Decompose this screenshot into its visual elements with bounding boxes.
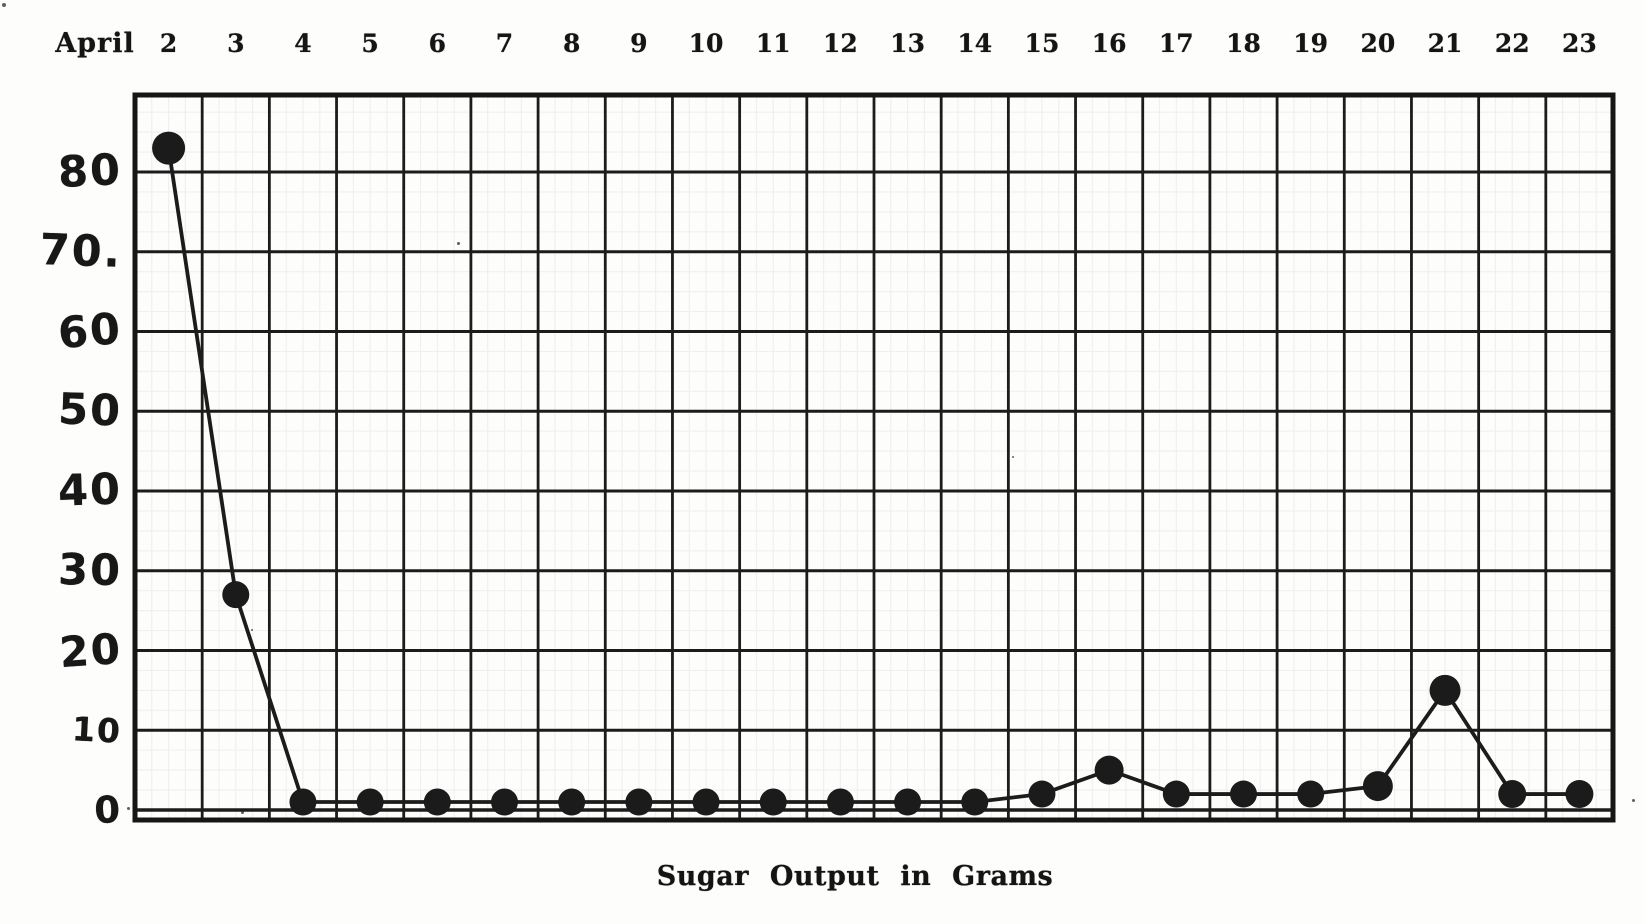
x-tick-label: 18 bbox=[1226, 29, 1261, 58]
x-tick-label: 11 bbox=[755, 29, 791, 58]
data-point-marker bbox=[826, 788, 854, 816]
data-point-marker bbox=[1498, 780, 1527, 809]
x-tick-label: 17 bbox=[1158, 29, 1194, 58]
x-tick-label: 4 bbox=[294, 29, 312, 58]
scan-speck bbox=[126, 806, 130, 810]
data-point-marker bbox=[1094, 755, 1124, 785]
data-point-marker bbox=[423, 788, 451, 816]
x-tick-label: 3 bbox=[227, 29, 245, 58]
x-tick-label: 7 bbox=[495, 29, 514, 58]
data-point-marker bbox=[1230, 780, 1257, 808]
data-point-marker bbox=[625, 788, 653, 816]
scan-speck bbox=[2, 3, 6, 7]
x-tick-label: 10 bbox=[688, 29, 724, 58]
data-point-marker bbox=[289, 788, 317, 816]
x-tick-label: 16 bbox=[1091, 29, 1127, 58]
x-tick-label: 8 bbox=[562, 29, 581, 58]
chart-caption: Sugar Output in Grams bbox=[656, 861, 1054, 892]
plot-border bbox=[132, 92, 1616, 823]
scan-speck bbox=[456, 241, 460, 245]
data-point-marker bbox=[491, 788, 518, 816]
x-axis-month-label: April bbox=[55, 28, 135, 59]
scan-speck bbox=[240, 810, 244, 814]
data-point-marker bbox=[1565, 780, 1594, 809]
x-tick-label: 12 bbox=[823, 29, 858, 58]
x-tick-label: 13 bbox=[890, 29, 925, 58]
data-point-marker bbox=[1429, 674, 1461, 706]
data-point-marker bbox=[1362, 771, 1393, 802]
x-tick-label: 2 bbox=[159, 29, 178, 58]
series-line bbox=[166, 146, 1582, 804]
x-tick-label: 19 bbox=[1293, 29, 1329, 58]
x-tick-label: 21 bbox=[1427, 29, 1463, 58]
scan-speck bbox=[1011, 455, 1015, 459]
x-tick-label: 20 bbox=[1360, 29, 1396, 58]
x-tick-label: 9 bbox=[630, 29, 648, 58]
data-point-marker bbox=[222, 581, 250, 609]
scan-speck bbox=[1631, 798, 1635, 802]
data-point-marker bbox=[1162, 780, 1190, 808]
x-tick-label: 23 bbox=[1562, 29, 1597, 58]
x-tick-label: 14 bbox=[957, 29, 993, 58]
x-tick-label: 6 bbox=[428, 29, 447, 58]
x-tick-label: 15 bbox=[1024, 29, 1060, 58]
scan-speck bbox=[250, 628, 254, 632]
data-point-marker bbox=[961, 788, 989, 816]
data-point-marker bbox=[1297, 780, 1325, 808]
data-point-marker bbox=[759, 788, 787, 816]
data-point-marker bbox=[356, 788, 384, 816]
x-axis-top: April 2 3 4 5 6 7 8 9 10 11 12 13 14 15 16 17 18 19 20 21 22… bbox=[0, 0, 1644, 70]
data-point-marker bbox=[558, 788, 586, 816]
data-point-marker bbox=[692, 788, 720, 816]
x-tick-label: 22 bbox=[1494, 29, 1530, 58]
x-tick-label: 5 bbox=[361, 29, 379, 58]
data-point-marker bbox=[1028, 780, 1056, 808]
data-point-marker bbox=[894, 788, 922, 816]
data-point-marker bbox=[152, 131, 186, 165]
